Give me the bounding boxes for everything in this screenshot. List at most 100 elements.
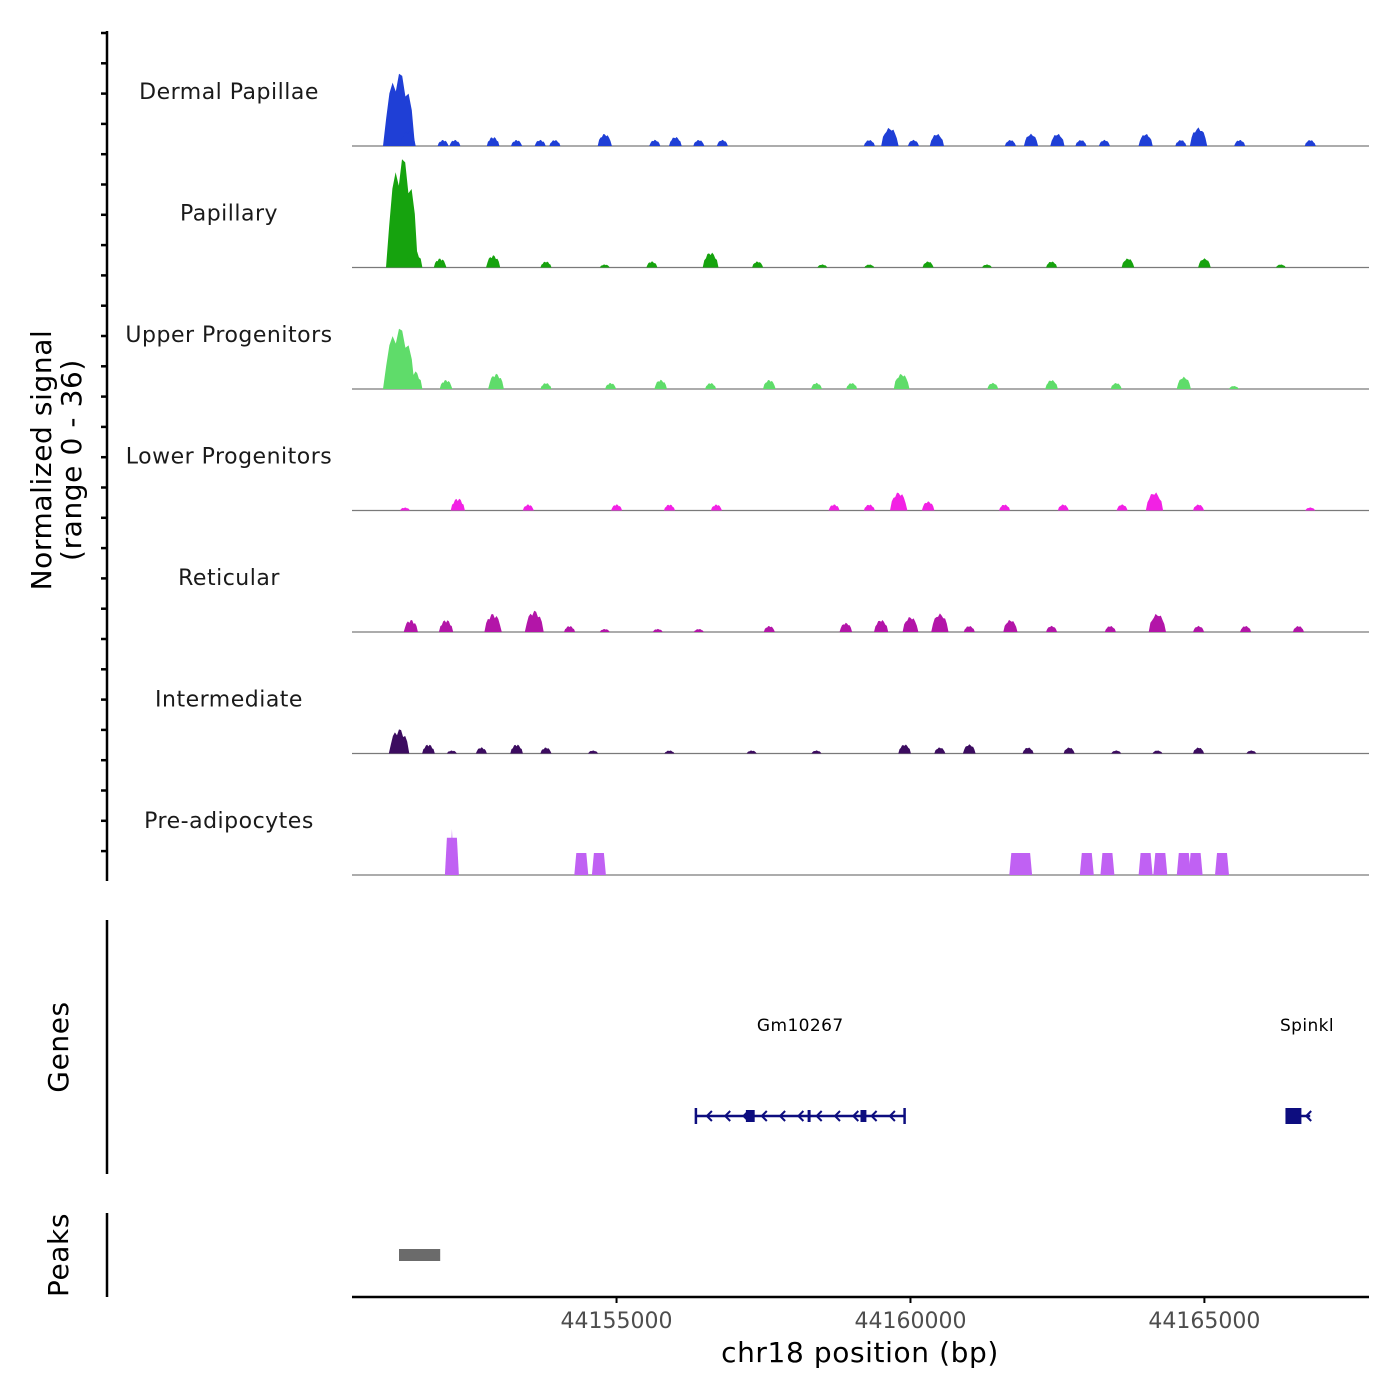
signal-peak [1045, 380, 1058, 389]
track-pre-adipocytes: Pre-adipocytes [144, 809, 1369, 876]
signal-peak [1305, 507, 1316, 511]
strand-arrow-icon [851, 1110, 860, 1122]
signal-peak [1057, 504, 1069, 511]
signal-peak [1188, 853, 1203, 875]
signal-peak [540, 747, 552, 754]
signal-peak [1292, 626, 1304, 632]
gene-exon [1286, 1108, 1302, 1124]
signal-peak [705, 383, 717, 389]
signal-peak [1176, 853, 1191, 875]
signal-peak [1234, 140, 1246, 146]
signal-peak [405, 371, 423, 389]
signal-peak [1246, 750, 1257, 754]
signal-peak [710, 504, 722, 511]
signal-peak [484, 614, 502, 632]
strand-arrow-icon [778, 1110, 786, 1122]
signal-peak [1148, 613, 1166, 632]
x-tick-label: 44155000 [561, 1309, 673, 1334]
signal-peak [422, 744, 435, 754]
signal-peak [611, 504, 623, 511]
signal-peak [388, 729, 410, 754]
genes-track-title: Genes [42, 1001, 75, 1092]
signal-peak [400, 131, 416, 146]
signal-peak [763, 380, 776, 389]
signal-peak [511, 140, 523, 146]
signal-peak [486, 255, 501, 268]
x-axis: chr18 position (bp) 44155000 44160000 4416… [352, 1295, 1369, 1369]
coverage-tracks: Dermal Papillae Papillary Upper Progenitor… [125, 73, 1369, 876]
signal-peak [597, 134, 612, 146]
signal-peak [693, 140, 705, 146]
peaks-track: Peaks [42, 1213, 441, 1297]
signal-peak [1116, 504, 1128, 511]
strand-arrow-icon [1304, 1110, 1312, 1122]
signal-peak [1138, 134, 1153, 146]
peak-region [399, 1249, 441, 1261]
gene-name-label: Gm10267 [757, 1016, 844, 1036]
track-papillary: Papillary [180, 159, 1369, 269]
signal-peak [669, 137, 682, 146]
signal-peak [439, 380, 453, 389]
signal-peak [1193, 625, 1205, 632]
signal-peak [893, 374, 910, 389]
signal-peak [1304, 140, 1316, 146]
strand-arrow-icon [723, 1110, 731, 1122]
signal-peak [540, 261, 552, 268]
track-label: Papillary [180, 202, 278, 227]
signal-peak [963, 626, 975, 632]
signal-peak [693, 629, 704, 632]
signal-peak [654, 379, 667, 389]
signal-peak [534, 139, 546, 146]
signal-peak [1110, 383, 1122, 389]
genes-track: Genes Gm10267 Spinkl [42, 920, 1334, 1174]
signal-peak [599, 629, 610, 632]
signal-peak [1145, 492, 1164, 511]
signal-peak [433, 258, 447, 268]
signal-peak [846, 383, 858, 389]
gene-exon [745, 1110, 755, 1122]
signal-peak [1275, 264, 1286, 268]
signal-peak [646, 261, 658, 268]
signal-peak [999, 504, 1011, 511]
signal-peak [588, 750, 598, 754]
signal-peak [839, 622, 853, 632]
x-tick-label: 44165000 [1148, 1309, 1260, 1334]
signal-peak [890, 492, 908, 511]
track-label: Upper Progenitors [125, 323, 332, 348]
signal-peak [1004, 140, 1016, 146]
signal-peak [1098, 139, 1110, 146]
signal-peak [1075, 140, 1087, 146]
track-lower-progenitors: Lower Progenitors [126, 445, 1369, 512]
signal-peak [987, 382, 999, 389]
signal-peak [1022, 747, 1034, 754]
signal-peak [652, 628, 663, 632]
signal-peak [1193, 504, 1205, 511]
x-axis-title: chr18 position (bp) [721, 1336, 999, 1369]
signal-peak [902, 617, 919, 632]
signal-peak [752, 261, 764, 268]
gene-name-label: Spinkl [1280, 1016, 1334, 1036]
gene-spinkl: Spinkl [1280, 1016, 1334, 1124]
signal-peak [399, 507, 410, 511]
track-dermal-papillae: Dermal Papillae [139, 73, 1369, 147]
signal-peak [702, 252, 719, 268]
signal-peak [1176, 376, 1191, 389]
track-label: Intermediate [155, 688, 303, 713]
signal-peak [1050, 133, 1065, 146]
signal-peak [763, 626, 775, 632]
signal-spike [450, 829, 453, 853]
signal-peak [1240, 626, 1252, 632]
track-reticular: Reticular [178, 566, 1369, 633]
signal-peak [828, 504, 840, 511]
signal-peak [663, 504, 675, 511]
signal-peak [549, 140, 561, 146]
strand-arrow-icon [870, 1110, 878, 1122]
signal-peak [864, 264, 875, 268]
signal-peak [921, 501, 935, 511]
signal-peak [810, 382, 822, 389]
x-tick-label: 44160000 [854, 1309, 966, 1334]
signal-peak [1193, 747, 1205, 754]
signal-peak [817, 264, 828, 268]
signal-peak [811, 750, 822, 754]
